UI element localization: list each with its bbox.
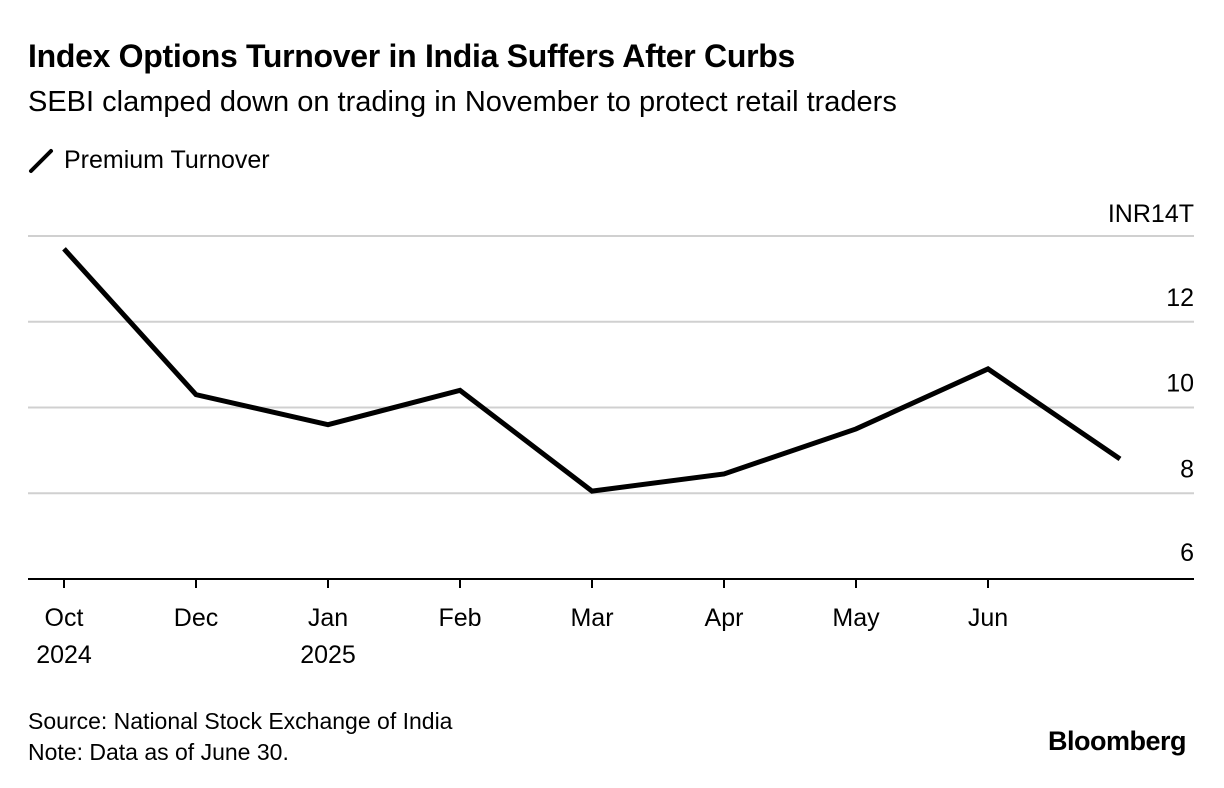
data-note: Note: Data as of June 30. [28,739,289,765]
y-tick-label: 8 [1180,455,1194,483]
x-tick-label: May [832,604,880,632]
y-tick-label: 6 [1180,539,1194,567]
line-chart: 6 8 10 12 INR14T Oct 2024 Dec Jan 2025 Feb Mar Apr Ma… [28,200,1194,669]
x-tick-label: Dec [174,604,218,632]
line-legend-icon [29,148,53,173]
y-tick-label: 10 [1166,370,1194,398]
y-tick-label: INR14T [1108,200,1194,228]
y-tick-label: 12 [1166,284,1194,312]
x-tick-year-label: 2024 [36,641,92,669]
legend-label: Premium Turnover [64,146,270,174]
x-tick-label: Feb [438,604,481,632]
footer: Source: National Stock Exchange of India… [28,706,452,768]
legend: Premium Turnover [28,146,270,175]
x-tick-label: Jan [308,604,348,632]
bloomberg-logo: Bloomberg [1047,726,1187,756]
x-tick-label: Jun [968,604,1008,632]
x-tick-label: Oct [45,604,84,632]
x-tick-label: Apr [705,604,744,632]
x-tick-year-label: 2025 [300,641,356,669]
source-note: Source: National Stock Exchange of India [28,708,453,734]
series-line-premium-turnover [62,247,1122,494]
x-tick-label: Mar [570,604,613,632]
chart-title: Index Options Turnover in India Suffers … [28,38,795,74]
chart-subtitle: SEBI clamped down on trading in November… [28,86,897,118]
